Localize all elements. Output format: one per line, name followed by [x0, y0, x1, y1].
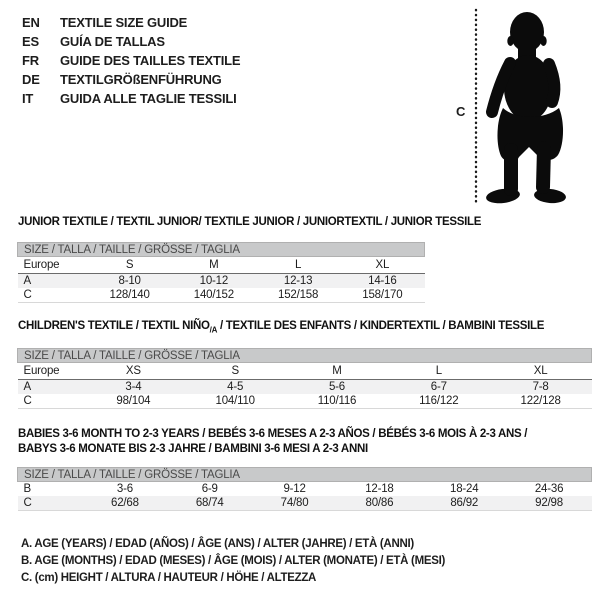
height-value: 104/110	[184, 394, 287, 409]
age-value: 5-6	[286, 379, 388, 394]
lang-label: GUIDA ALLE TAGLIE TESSILI	[60, 91, 237, 106]
region-header-cell: Europe	[17, 362, 83, 380]
height-value: 68/74	[167, 496, 253, 511]
lang-row-es: ES GUÍA DE TALLAS	[22, 32, 240, 51]
age-value: 14-16	[340, 273, 425, 288]
age-value: 7-8	[489, 379, 592, 394]
column-header-row: Europe S M L XL	[17, 256, 425, 274]
height-value: 158/170	[340, 288, 425, 303]
height-value: 152/158	[256, 288, 341, 303]
age-years-row: A 8-10 10-12 12-13 14-16	[17, 273, 425, 288]
height-value: 140/152	[171, 288, 256, 303]
size-col-header: XL	[489, 362, 592, 380]
region-header-cell: Europe	[17, 256, 88, 274]
row-label: C	[17, 288, 88, 303]
lang-code: DE	[22, 72, 40, 87]
column-header-row: Europe XS S M L XL	[17, 362, 592, 380]
lang-code: IT	[22, 91, 34, 106]
height-cm-row: C 128/140 140/152 152/158 158/170	[17, 288, 425, 303]
height-label-c: C	[456, 104, 466, 119]
size-header-bar: SIZE / TALLA / TAILLE / GRÖSSE / TAGLIA	[17, 348, 592, 363]
age-value: 12-18	[336, 481, 422, 496]
lang-code: FR	[22, 53, 39, 68]
age-value: 3-4	[82, 379, 185, 394]
age-value: 8-10	[87, 273, 172, 288]
junior-section-title: JUNIOR TEXTILE / TEXTIL JUNIOR/ TEXTILE …	[18, 216, 482, 228]
size-col-header: XL	[340, 256, 425, 274]
height-cm-row: C 62/68 68/74 74/80 80/86 86/92 92/98	[17, 496, 592, 511]
lang-code: EN	[22, 15, 40, 30]
row-label: A	[17, 273, 88, 288]
legend: A. AGE (YEARS) / EDAD (AÑOS) / ÂGE (ANS)…	[21, 536, 445, 587]
size-header-row: SIZE / TALLA / TAILLE / GRÖSSE / TAGLIA	[17, 242, 425, 257]
lang-label: GUIDE DES TAILLES TEXTILE	[60, 53, 241, 68]
size-col-header: L	[256, 256, 341, 274]
height-measure-figure: C	[450, 0, 600, 215]
lang-row-fr: FR GUIDE DES TAILLES TEXTILE	[22, 51, 241, 70]
baby-silhouette-icon	[474, 8, 566, 205]
height-value: 110/116	[286, 394, 388, 409]
babies-size-table: SIZE / TALLA / TAILLE / GRÖSSE / TAGLIA …	[17, 467, 592, 511]
size-header-row: SIZE / TALLA / TAILLE / GRÖSSE / TAGLIA	[17, 348, 592, 363]
height-value: 116/122	[387, 394, 490, 409]
lang-row-it: IT GUIDA ALLE TAGLIE TESSILI	[22, 89, 240, 108]
lang-row-de: DE TEXTILGRÖßENFÜHRUNG	[22, 70, 240, 89]
language-title-list: EN TEXTILE SIZE GUIDE ES GUÍA DE TALLAS …	[22, 13, 241, 108]
size-header-row: SIZE / TALLA / TAILLE / GRÖSSE / TAGLIA	[17, 467, 592, 482]
junior-size-table: SIZE / TALLA / TAILLE / GRÖSSE / TAGLIA …	[17, 242, 425, 303]
height-value: 86/92	[421, 496, 507, 511]
lang-label: TEXTILGRÖßENFÜHRUNG	[60, 72, 222, 87]
size-header-bar: SIZE / TALLA / TAILLE / GRÖSSE / TAGLIA	[17, 242, 425, 257]
height-value: 98/104	[82, 394, 185, 409]
age-value: 24-36	[506, 481, 592, 496]
height-value: 62/68	[82, 496, 168, 511]
age-value: 6-7	[387, 379, 490, 394]
size-col-header: M	[286, 362, 388, 380]
height-value: 92/98	[506, 496, 592, 511]
height-value: 122/128	[489, 394, 592, 409]
lang-label: TEXTILE SIZE GUIDE	[60, 15, 188, 30]
babies-section-title: BABIES 3-6 MONTH TO 2-3 YEARS / BEBÉS 3-…	[18, 427, 528, 457]
age-years-row: A 3-4 4-5 5-6 6-7 7-8	[17, 379, 592, 394]
legend-line-c: C. (cm) HEIGHT / ALTURA / HAUTEUR / HÖHE…	[21, 572, 317, 584]
age-value: 12-13	[256, 273, 341, 288]
legend-line-b: B. AGE (MONTHS) / EDAD (MESES) / ÂGE (MO…	[21, 555, 446, 567]
age-value: 3-6	[82, 481, 168, 496]
title-text: / TEXTILE DES ENFANTS / KINDERTEXTIL / B…	[217, 320, 545, 332]
age-value: 18-24	[421, 481, 507, 496]
size-col-header: L	[387, 362, 490, 380]
babies-title-line1: BABIES 3-6 MONTH TO 2-3 YEARS / BEBÉS 3-…	[18, 428, 528, 440]
age-months-row: B 3-6 6-9 9-12 12-18 18-24 24-36	[17, 481, 592, 496]
legend-line-a: A. AGE (YEARS) / EDAD (AÑOS) / ÂGE (ANS)…	[21, 538, 414, 550]
title-subscript: /A	[209, 325, 218, 335]
row-label: C	[17, 496, 83, 511]
size-col-header: S	[87, 256, 172, 274]
babies-title-line2: BABYS 3-6 MONATE BIS 2-3 JAHRE / BAMBINI…	[18, 443, 368, 455]
height-value: 128/140	[87, 288, 172, 303]
row-label: B	[17, 481, 83, 496]
height-value: 80/86	[336, 496, 422, 511]
lang-code: ES	[22, 34, 39, 49]
height-cm-row: C 98/104 104/110 110/116 116/122 122/128	[17, 394, 592, 409]
row-label: A	[17, 379, 83, 394]
age-value: 10-12	[171, 273, 256, 288]
title-text: CHILDREN'S TEXTILE / TEXTIL NIÑO	[18, 320, 210, 332]
size-header-bar: SIZE / TALLA / TAILLE / GRÖSSE / TAGLIA	[17, 467, 592, 482]
size-col-header: S	[184, 362, 287, 380]
age-value: 9-12	[252, 481, 337, 496]
age-value: 6-9	[167, 481, 253, 496]
lang-label: GUÍA DE TALLAS	[60, 34, 165, 49]
children-size-table: SIZE / TALLA / TAILLE / GRÖSSE / TAGLIA …	[17, 348, 592, 409]
lang-row-en: EN TEXTILE SIZE GUIDE	[22, 13, 240, 32]
size-col-header: XS	[82, 362, 185, 380]
height-value: 74/80	[252, 496, 337, 511]
children-section-title: CHILDREN'S TEXTILE / TEXTIL NIÑO/A / TEX…	[18, 319, 544, 337]
size-col-header: M	[171, 256, 256, 274]
row-label: C	[17, 394, 83, 409]
age-value: 4-5	[184, 379, 287, 394]
